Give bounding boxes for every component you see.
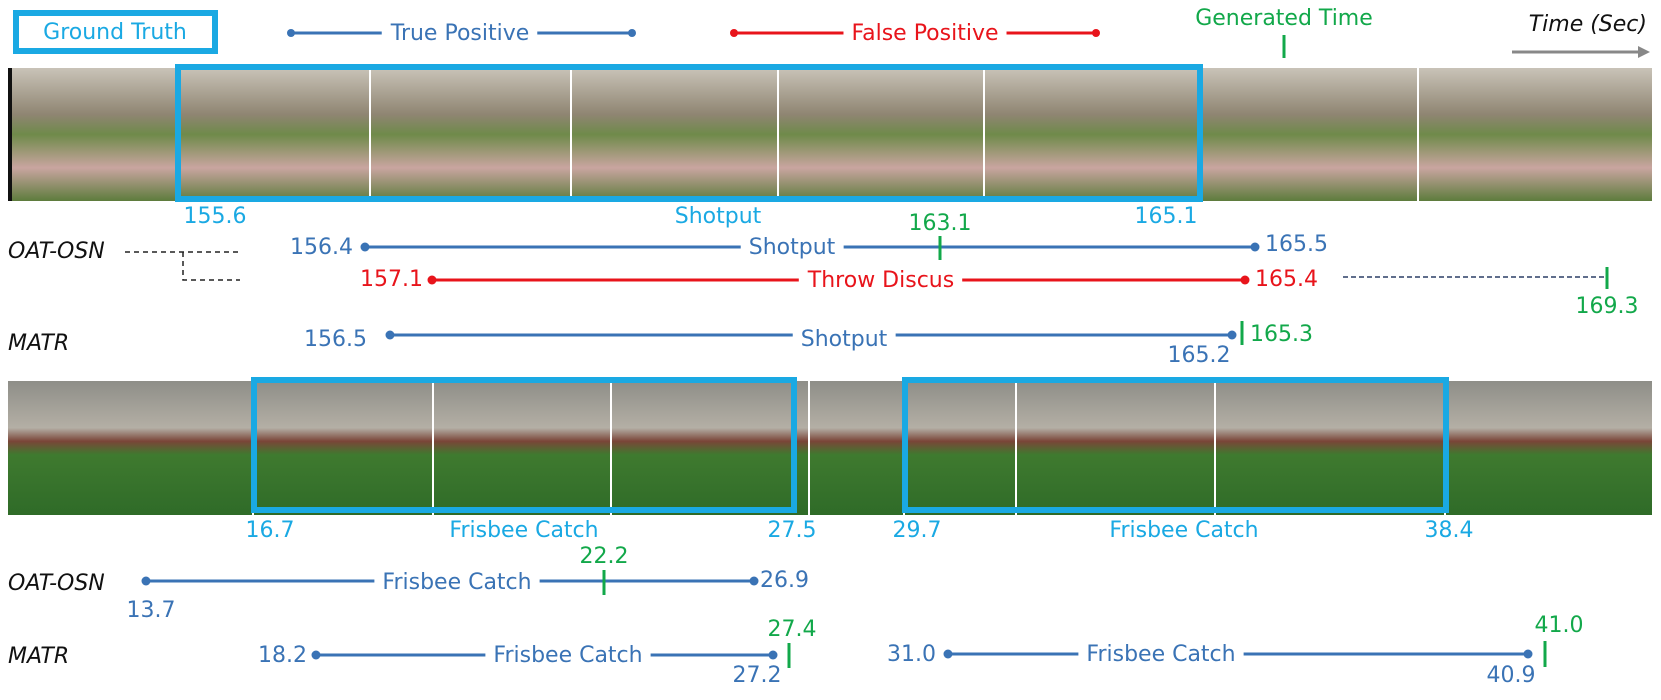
generated: 22.2 — [580, 544, 629, 569]
video-frame — [1200, 68, 1417, 201]
end: 40.9 — [1487, 663, 1536, 688]
video-frame — [572, 68, 777, 201]
video-frame — [985, 68, 1198, 201]
video-frame — [905, 381, 1015, 515]
dot — [311, 650, 321, 660]
video-frame — [254, 381, 432, 515]
start: 13.7 — [127, 598, 176, 623]
generated: 169.3 — [1576, 294, 1639, 319]
dot — [1523, 649, 1533, 659]
video-frame — [1419, 68, 1652, 201]
dot — [943, 649, 953, 659]
segment-label: Frisbee Catch — [493, 643, 642, 668]
gt-start: 29.7 — [893, 518, 942, 543]
method-label: OAT-OSN — [8, 571, 105, 596]
video-frame — [178, 68, 369, 201]
video-frame — [434, 381, 610, 515]
time-arrow-head — [1638, 46, 1650, 58]
end: 27.2 — [733, 663, 782, 688]
dot — [360, 242, 370, 252]
dot — [427, 275, 437, 285]
label-gap — [485, 643, 651, 668]
dot — [730, 29, 738, 37]
segment-label: Frisbee Catch — [1086, 642, 1235, 667]
generated: 163.1 — [909, 211, 972, 236]
video-frame — [1446, 381, 1652, 515]
start: 157.1 — [360, 267, 423, 292]
label-gap — [843, 21, 1007, 46]
segment-label: Frisbee Catch — [382, 570, 531, 595]
legend-false-positive: False Positive — [851, 21, 998, 46]
start: 18.2 — [258, 643, 307, 668]
video-frame — [810, 381, 903, 515]
gt-start: 16.7 — [246, 518, 295, 543]
method-label: MATR — [8, 331, 69, 356]
legend-true-positive: True Positive — [390, 21, 530, 46]
generated: 41.0 — [1535, 613, 1584, 638]
end: 26.9 — [760, 568, 809, 593]
dot — [287, 29, 295, 37]
video-frames — [8, 381, 1652, 515]
ground-truth-box — [902, 377, 1449, 513]
dot — [749, 576, 759, 586]
start: 31.0 — [887, 642, 936, 667]
label-gap — [1078, 642, 1244, 667]
bracket — [125, 251, 240, 281]
label-gap — [798, 268, 963, 293]
gt-end: 27.5 — [768, 518, 817, 543]
gt-end: 165.1 — [1135, 204, 1198, 229]
dot — [1227, 330, 1237, 340]
label-gap — [374, 570, 540, 595]
video-frame — [779, 68, 983, 201]
dot — [768, 650, 778, 660]
video-frame — [8, 381, 252, 515]
method-label: OAT-OSN — [8, 239, 105, 264]
dot — [141, 576, 151, 586]
label-gap — [740, 235, 844, 260]
end: 165.4 — [1255, 267, 1318, 292]
generated: 27.4 — [768, 617, 817, 642]
label-gap — [381, 21, 538, 46]
legend-ground-truth: Ground Truth — [43, 20, 187, 45]
ground-truth-box — [175, 64, 1203, 202]
dot — [1250, 242, 1260, 252]
legend-generated-time: Generated Time — [1195, 6, 1373, 31]
dot — [1240, 275, 1250, 285]
segment-label: Shotput — [749, 235, 836, 260]
segment-label: Shotput — [801, 327, 888, 352]
dot — [1092, 29, 1100, 37]
method-label: MATR — [8, 644, 69, 669]
video-frame — [612, 381, 808, 515]
gt-label: Shotput — [675, 204, 762, 229]
legend-box — [13, 10, 218, 54]
video-frames — [8, 68, 1652, 201]
start: 156.5 — [304, 327, 367, 352]
start: 156.4 — [290, 235, 353, 260]
gt-label: Frisbee Catch — [449, 518, 598, 543]
frame-edge — [8, 68, 12, 201]
video-frame — [8, 68, 176, 201]
gt-label: Frisbee Catch — [1109, 518, 1258, 543]
end: 165.2 — [1168, 343, 1231, 368]
video-frame — [1216, 381, 1444, 515]
dot — [628, 29, 636, 37]
video-frame — [1017, 381, 1214, 515]
segment-label: Throw Discus — [807, 268, 954, 293]
video-frame — [371, 68, 570, 201]
end: 165.5 — [1265, 232, 1328, 257]
gt-start: 155.6 — [184, 204, 247, 229]
ground-truth-box — [251, 377, 797, 513]
dot — [385, 330, 395, 340]
gt-end: 38.4 — [1425, 518, 1474, 543]
generated: 165.3 — [1250, 322, 1313, 347]
time-axis-label: Time (Sec) — [1529, 12, 1647, 37]
label-gap — [792, 327, 896, 352]
